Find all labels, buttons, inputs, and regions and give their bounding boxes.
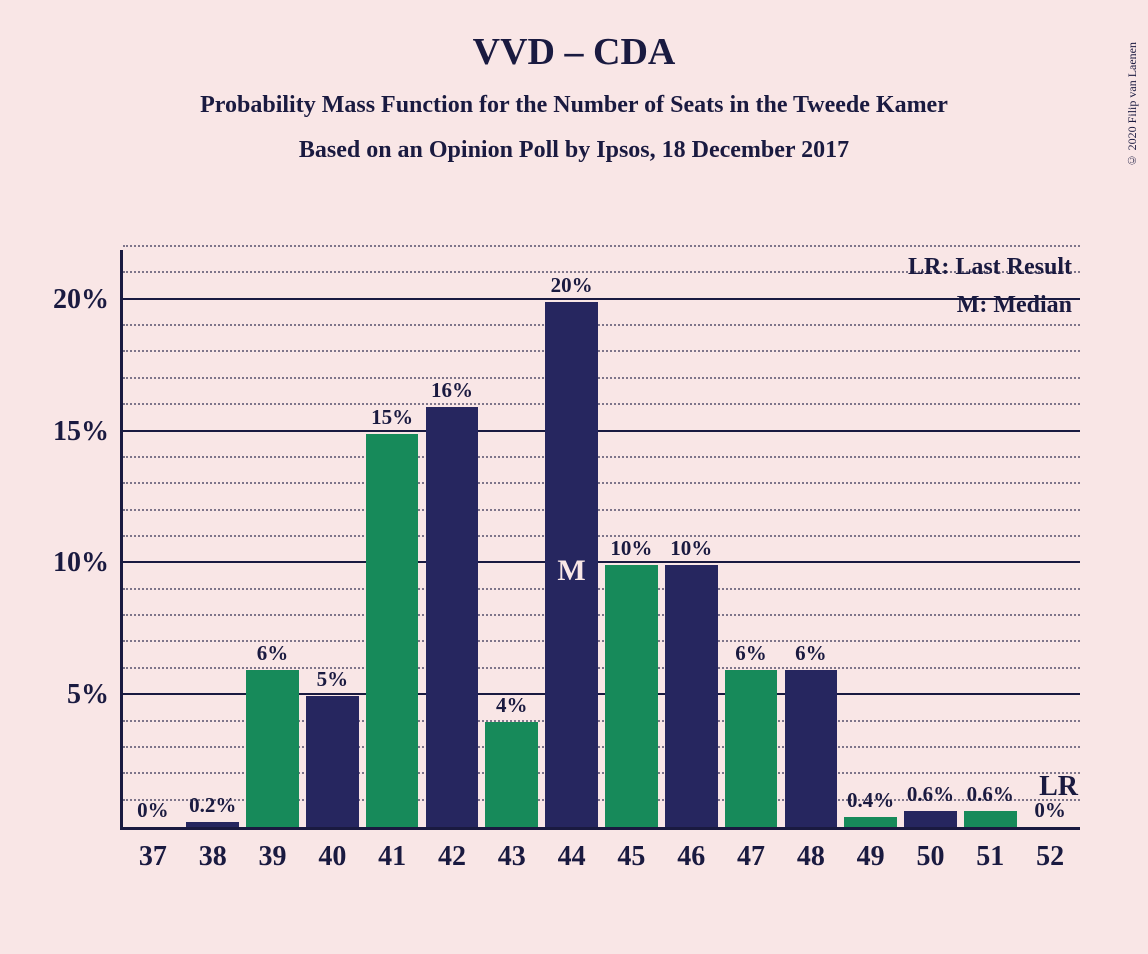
bar-slot: 6%48 <box>781 250 841 827</box>
bar: 5% <box>306 696 359 827</box>
xtick-label: 43 <box>498 827 526 873</box>
bar-slot: 0.6%50 <box>901 250 961 827</box>
bar-slot: 0.2%38 <box>183 250 243 827</box>
bars-container: 0%370.2%386%395%4015%4116%424%4320%M4410… <box>123 250 1080 827</box>
xtick-label: 45 <box>617 827 645 873</box>
chart-subtitle-1: Probability Mass Function for the Number… <box>0 92 1148 119</box>
chart-title: VVD – CDA <box>0 30 1148 74</box>
bar: 0.6% <box>904 811 957 827</box>
xtick-label: 38 <box>199 827 227 873</box>
copyright-text: © 2020 Filip van Laenen <box>1125 42 1140 167</box>
bar: 6% <box>246 670 299 827</box>
bar-value-label: 6% <box>735 641 767 670</box>
bar-slot: 16%42 <box>422 250 482 827</box>
xtick-label: 42 <box>438 827 466 873</box>
ytick-label: 5% <box>67 679 123 711</box>
bar-value-label: 4% <box>496 693 528 722</box>
bar: 0.4% <box>844 817 897 827</box>
bar-value-label: 15% <box>371 405 413 434</box>
bar: 10% <box>665 565 718 827</box>
chart-subtitle-2: Based on an Opinion Poll by Ipsos, 18 De… <box>0 137 1148 164</box>
bar: 15% <box>366 434 419 827</box>
bar-slot: 0%LR52 <box>1020 250 1080 827</box>
bar-value-label: 6% <box>257 641 289 670</box>
bar-value-label: 20% <box>551 273 593 302</box>
bar: 20%M <box>545 302 598 827</box>
bar-slot: 10%46 <box>661 250 721 827</box>
bar-value-label: 0.6% <box>907 782 954 811</box>
bar-slot: 4%43 <box>482 250 542 827</box>
bar-value-label: 6% <box>795 641 827 670</box>
bar-value-label: 0.2% <box>189 793 236 822</box>
ytick-label: 15% <box>53 416 123 448</box>
bar-slot: 0.6%51 <box>960 250 1020 827</box>
gridline-minor <box>123 245 1080 247</box>
bar-value-label: 0% <box>137 798 169 827</box>
bar: 6% <box>725 670 778 827</box>
xtick-label: 48 <box>797 827 825 873</box>
lr-marker: LR <box>1039 771 1078 803</box>
xtick-label: 46 <box>677 827 705 873</box>
xtick-label: 47 <box>737 827 765 873</box>
bar: 6% <box>785 670 838 827</box>
bar-slot: 6%47 <box>721 250 781 827</box>
bar-slot: 0%37 <box>123 250 183 827</box>
bar-value-label: 10% <box>610 536 652 565</box>
xtick-label: 40 <box>318 827 346 873</box>
bar-value-label: 5% <box>317 667 349 696</box>
bar-slot: 20%M44 <box>542 250 602 827</box>
bar-value-label: 0.4% <box>847 788 894 817</box>
ytick-label: 10% <box>53 547 123 579</box>
xtick-label: 51 <box>976 827 1004 873</box>
bar-slot: 15%41 <box>362 250 422 827</box>
bar-value-label: 0.6% <box>967 782 1014 811</box>
bar-value-label: 16% <box>431 378 473 407</box>
ytick-label: 20% <box>53 284 123 316</box>
bar: 4% <box>485 722 538 827</box>
bar-slot: 10%45 <box>602 250 662 827</box>
xtick-label: 52 <box>1036 827 1064 873</box>
chart-plot-area: LR: Last Result M: Median 5%10%15%20% 0%… <box>120 250 1080 830</box>
xtick-label: 37 <box>139 827 167 873</box>
median-marker: M <box>557 554 585 588</box>
xtick-label: 41 <box>378 827 406 873</box>
bar: 16% <box>426 407 479 827</box>
bar-slot: 6%39 <box>243 250 303 827</box>
bar-slot: 0.4%49 <box>841 250 901 827</box>
xtick-label: 50 <box>916 827 944 873</box>
bar: 10% <box>605 565 658 827</box>
bar-slot: 5%40 <box>302 250 362 827</box>
bar: 0.6% <box>964 811 1017 827</box>
xtick-label: 39 <box>259 827 287 873</box>
xtick-label: 44 <box>558 827 586 873</box>
bar-value-label: 10% <box>670 536 712 565</box>
xtick-label: 49 <box>857 827 885 873</box>
